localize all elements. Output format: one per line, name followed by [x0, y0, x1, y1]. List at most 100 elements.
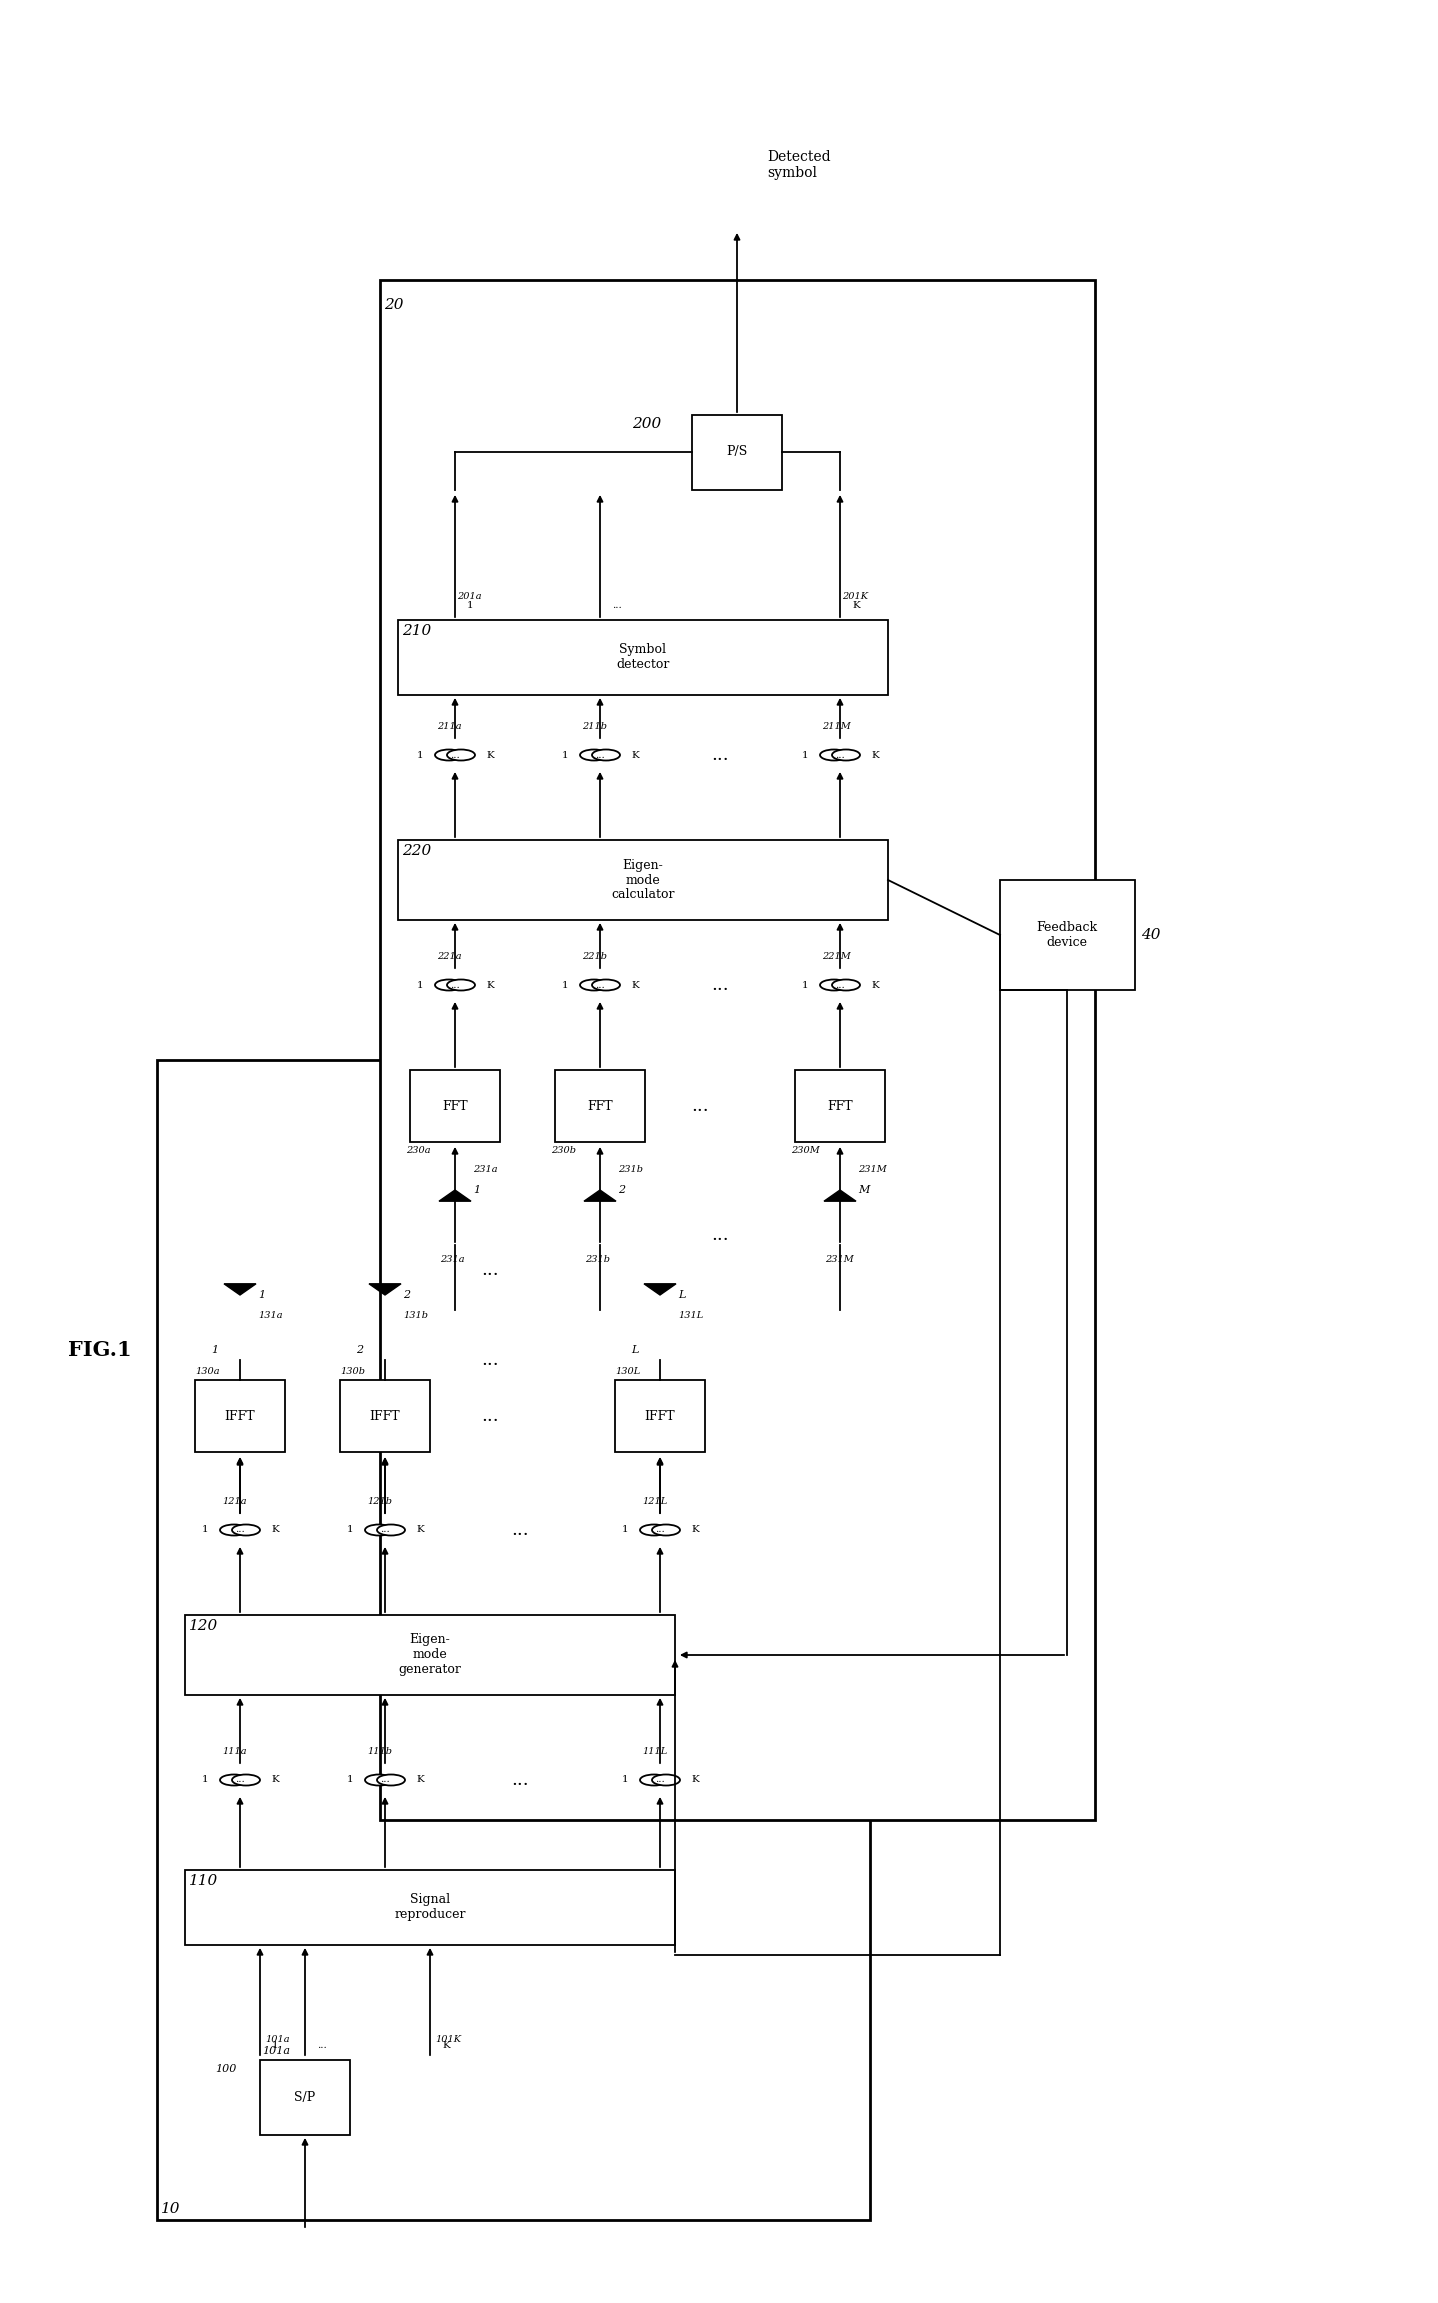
Polygon shape — [584, 1191, 615, 1202]
Text: ...: ... — [712, 1225, 729, 1244]
Text: 211a: 211a — [437, 723, 462, 730]
Text: 1: 1 — [257, 1290, 265, 1299]
Text: 231b: 231b — [585, 1255, 610, 1264]
Bar — [260, 2059, 349, 2135]
Ellipse shape — [820, 748, 848, 760]
Text: K: K — [631, 751, 638, 760]
Text: 1: 1 — [621, 1776, 628, 1785]
Text: L: L — [631, 1345, 638, 1354]
Text: K: K — [692, 1776, 699, 1785]
Polygon shape — [644, 1283, 676, 1294]
Text: ...: ... — [595, 981, 605, 990]
Ellipse shape — [447, 748, 475, 760]
Text: 2: 2 — [403, 1290, 410, 1299]
Text: 131L: 131L — [677, 1310, 703, 1320]
Text: ...: ... — [835, 981, 846, 990]
Bar — [692, 415, 782, 491]
Text: 100: 100 — [216, 2063, 236, 2075]
Text: K: K — [441, 2040, 450, 2050]
Text: ...: ... — [236, 1776, 244, 1785]
Text: IFFT: IFFT — [370, 1409, 400, 1423]
Text: ...: ... — [380, 1525, 390, 1534]
Text: 231M: 231M — [825, 1255, 854, 1264]
Bar — [398, 841, 889, 919]
Text: 1: 1 — [467, 601, 473, 610]
Text: M: M — [858, 1186, 870, 1195]
Text: 201K: 201K — [843, 592, 869, 601]
Text: 101K: 101K — [436, 2036, 462, 2045]
Text: FFT: FFT — [587, 1099, 613, 1112]
Text: 200: 200 — [631, 417, 661, 431]
Text: 1: 1 — [621, 1525, 628, 1534]
Text: K: K — [871, 751, 879, 760]
Ellipse shape — [651, 1525, 680, 1536]
Text: 1: 1 — [802, 751, 808, 760]
Text: 120: 120 — [188, 1619, 219, 1633]
Text: K: K — [851, 601, 860, 610]
Ellipse shape — [580, 748, 608, 760]
Text: ...: ... — [712, 976, 729, 995]
Ellipse shape — [833, 979, 860, 990]
Text: 101a: 101a — [265, 2036, 289, 2045]
Ellipse shape — [447, 979, 475, 990]
Text: 231M: 231M — [858, 1165, 887, 1175]
Text: 101a: 101a — [262, 2045, 290, 2057]
Text: K: K — [272, 1776, 279, 1785]
Text: K: K — [486, 981, 493, 990]
Text: 221a: 221a — [437, 951, 462, 960]
Text: ...: ... — [510, 1771, 529, 1789]
Text: IFFT: IFFT — [224, 1409, 256, 1423]
Ellipse shape — [232, 1525, 260, 1536]
Text: 231a: 231a — [440, 1255, 464, 1264]
Text: 211b: 211b — [582, 723, 607, 730]
Ellipse shape — [220, 1525, 247, 1536]
Text: ...: ... — [712, 746, 729, 765]
Text: K: K — [416, 1776, 424, 1785]
Text: ...: ... — [316, 2040, 326, 2050]
Bar — [380, 281, 1094, 1819]
Text: 111b: 111b — [367, 1748, 393, 1755]
Text: K: K — [272, 1525, 279, 1534]
Bar — [555, 1071, 646, 1142]
Bar — [410, 1071, 500, 1142]
Text: 110: 110 — [188, 1875, 219, 1888]
Bar — [398, 620, 889, 696]
Text: 111a: 111a — [221, 1748, 247, 1755]
Text: ...: ... — [510, 1520, 529, 1538]
Text: ...: ... — [482, 1407, 499, 1426]
Text: 231b: 231b — [618, 1165, 643, 1175]
Text: 121L: 121L — [641, 1497, 667, 1506]
Ellipse shape — [580, 979, 608, 990]
Text: 131a: 131a — [257, 1310, 283, 1320]
Text: 230a: 230a — [406, 1147, 430, 1156]
Text: 130a: 130a — [196, 1368, 220, 1375]
Text: 1: 1 — [347, 1776, 354, 1785]
Ellipse shape — [436, 748, 463, 760]
Text: 2: 2 — [618, 1186, 626, 1195]
Text: FFT: FFT — [443, 1099, 467, 1112]
Text: 2: 2 — [357, 1345, 364, 1354]
Ellipse shape — [365, 1525, 393, 1536]
Text: 121b: 121b — [367, 1497, 393, 1506]
Text: Feedback
device: Feedback device — [1037, 921, 1097, 949]
Text: FFT: FFT — [827, 1099, 853, 1112]
Text: ...: ... — [482, 1262, 499, 1278]
Text: K: K — [692, 1525, 699, 1534]
Text: Detected
symbol: Detected symbol — [766, 150, 831, 180]
Text: 230b: 230b — [551, 1147, 577, 1156]
Text: 1: 1 — [201, 1776, 209, 1785]
Bar — [615, 1379, 705, 1451]
Text: 230M: 230M — [791, 1147, 820, 1156]
Text: 210: 210 — [403, 624, 431, 638]
Text: ...: ... — [656, 1776, 664, 1785]
Text: K: K — [631, 981, 638, 990]
Text: ...: ... — [236, 1525, 244, 1534]
Text: FIG.1: FIG.1 — [68, 1340, 132, 1361]
Text: ...: ... — [450, 751, 460, 760]
Text: 1: 1 — [473, 1186, 480, 1195]
Bar — [795, 1071, 884, 1142]
Text: 1: 1 — [417, 751, 423, 760]
Ellipse shape — [592, 748, 620, 760]
Text: 111L: 111L — [641, 1748, 667, 1755]
Ellipse shape — [833, 748, 860, 760]
